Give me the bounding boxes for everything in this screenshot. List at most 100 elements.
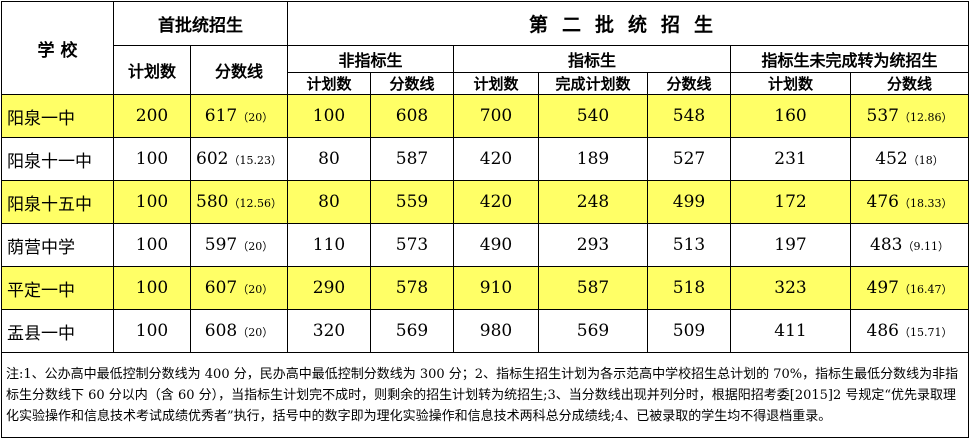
non-quota-plan: 110 [287,223,371,267]
quota-score: 518 [647,266,731,310]
table-row: 阳泉十一中 100 602（15.23） 80 587 420 189 527 231 452（1… [1,137,970,181]
non-quota-plan-value: 80 [318,192,340,212]
header-quota: 指标生 [453,45,731,73]
converted-plan-value: 231 [774,149,807,169]
first-plan-value: 100 [135,321,169,341]
quota-plan-value: 420 [479,149,513,169]
header-converted-score: 分数线 [849,72,970,95]
converted-plan: 197 [730,223,851,267]
quota-score: 548 [647,94,731,138]
first-score-value: 608 [204,321,238,341]
table-row: 阳泉一中 200 617（20） 100 608 700 540 548 160 537（12.8… [1,94,970,138]
non-quota-score-value: 569 [395,321,429,341]
non-quota-plan-value: 320 [312,321,346,341]
school-name: 阳泉一中 [1,94,114,138]
header-converted-plan: 计划数 [730,72,851,95]
first-score-value: 617 [204,106,238,126]
header-quota-completed: 完成计划数 [538,72,648,95]
converted-score-value: 476 [866,192,899,212]
school-name: 阳泉十五中 [1,180,114,224]
header-first-batch: 首批统招生 [113,1,288,46]
footnote: 注:1、公办高中最低控制分数线为 400 分，民办高中最低控制分数线为 300 … [0,352,970,438]
school-name: 平定一中 [1,266,114,310]
header-quota-score: 分数线 [647,72,731,95]
quota-score-value: 499 [672,192,706,212]
first-plan-value: 100 [135,235,169,255]
non-quota-score: 569 [370,309,454,353]
non-quota-score-value: 573 [395,235,429,255]
quota-completed-value: 569 [576,321,610,341]
quota-score-value: 513 [672,235,706,255]
school-name-value: 阳泉十一中 [7,151,92,172]
non-quota-plan: 80 [287,137,371,181]
first-plan: 200 [113,94,191,138]
converted-plan: 323 [730,266,851,310]
non-quota-plan: 100 [287,94,371,138]
quota-completed: 587 [538,266,648,310]
first-score-value: 607 [204,278,238,298]
quota-completed-value: 587 [576,278,610,298]
school-name-value: 荫营中学 [7,237,75,258]
header-first-plan: 计划数 [113,45,191,95]
first-score: 607（20） [190,266,288,310]
non-quota-score: 587 [370,137,454,181]
quota-plan-value: 980 [479,321,513,341]
first-plan: 100 [113,180,191,224]
quota-score-value: 527 [672,149,706,169]
converted-score-value: 497 [866,278,899,298]
converted-score-value: 537 [866,106,899,126]
non-quota-score-value: 559 [395,192,429,212]
quota-plan: 490 [453,223,539,267]
non-quota-score-value: 578 [395,278,429,298]
school-name-value: 平定一中 [7,280,75,301]
school-name: 荫营中学 [1,223,114,267]
first-score: 597（20） [190,223,288,267]
converted-score: 483（9.11） [849,223,970,267]
first-plan-value: 200 [135,106,169,126]
converted-score-value: 452 [875,149,908,169]
non-quota-score: 608 [370,94,454,138]
first-plan: 100 [113,223,191,267]
non-quota-score: 559 [370,180,454,224]
non-quota-plan-value: 110 [312,235,346,255]
quota-plan-value: 700 [479,106,513,126]
converted-score-tiebreak: （9.11） [902,240,950,253]
quota-score: 513 [647,223,731,267]
quota-plan: 700 [453,94,539,138]
converted-plan: 160 [730,94,851,138]
quota-score-value: 518 [672,278,706,298]
quota-plan: 420 [453,137,539,181]
first-score: 580（12.56） [190,180,288,224]
quota-completed: 248 [538,180,648,224]
quota-score: 499 [647,180,731,224]
quota-score: 527 [647,137,731,181]
quota-completed: 293 [538,223,648,267]
converted-plan-value: 411 [774,321,807,341]
converted-plan: 172 [730,180,851,224]
quota-completed-value: 540 [576,106,610,126]
quota-plan: 980 [453,309,539,353]
first-plan: 100 [113,266,191,310]
first-plan-value: 100 [135,278,169,298]
header-non-quota-score: 分数线 [370,72,454,95]
converted-plan: 411 [730,309,851,353]
table-row: 荫营中学 100 597（20） 110 573 490 293 513 197 483（9.11… [1,223,970,267]
non-quota-plan-value: 290 [312,278,346,298]
school-name-value: 阳泉十五中 [7,194,92,215]
non-quota-score-value: 608 [395,106,429,126]
school-name-value: 阳泉一中 [7,108,75,129]
quota-plan-value: 420 [479,192,513,212]
non-quota-plan-value: 80 [318,149,340,169]
non-quota-plan: 290 [287,266,371,310]
quota-score-value: 548 [672,106,706,126]
converted-score-tiebreak: （16.47） [899,283,953,296]
quota-plan-value: 910 [479,278,513,298]
first-score-tiebreak: （20） [237,111,274,124]
converted-plan-value: 160 [774,106,807,126]
non-quota-plan-value: 100 [312,106,346,126]
first-score: 602（15.23） [190,137,288,181]
school-name: 阳泉十一中 [1,137,114,181]
quota-completed: 189 [538,137,648,181]
first-plan: 100 [113,309,191,353]
